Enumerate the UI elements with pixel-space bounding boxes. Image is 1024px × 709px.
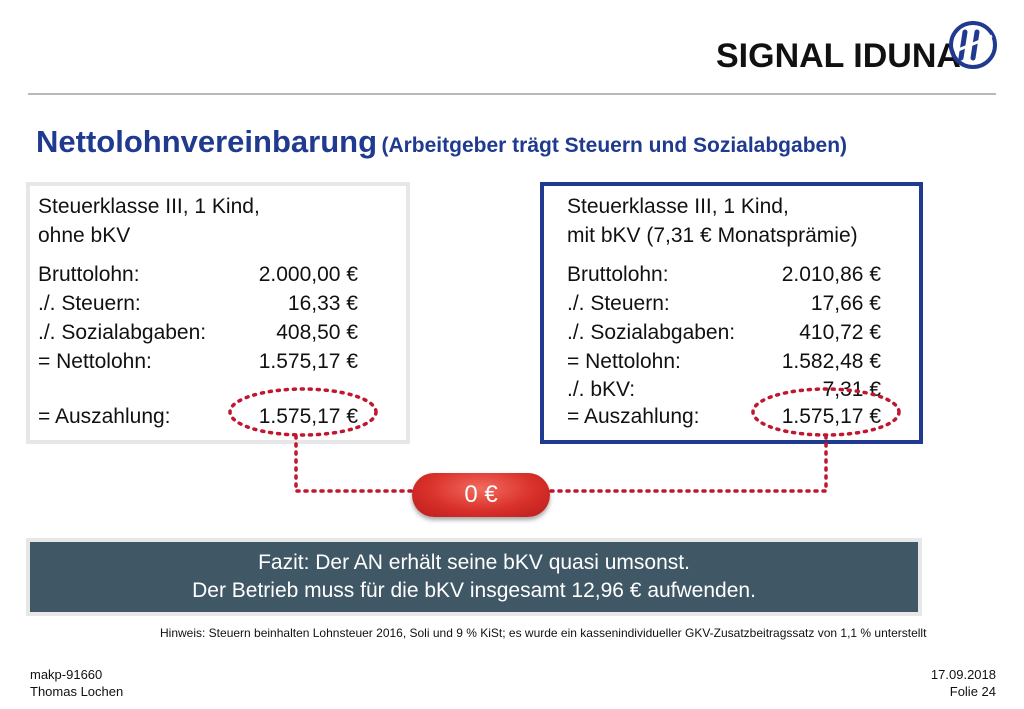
right-row-label: = Nettolohn: <box>567 350 681 373</box>
right-card-heading-1: Steuerklasse III, 1 Kind, <box>567 195 789 218</box>
left-row-label: Bruttolohn: <box>38 263 140 286</box>
right-row-value: 410,72 € <box>799 321 881 344</box>
title-subtitle: (Arbeitgeber trägt Steuern und Sozialabg… <box>381 134 848 157</box>
footer-code: makp-91660 <box>30 667 103 682</box>
right-row-value: 7,31 € <box>822 378 881 401</box>
right-row-value: 1.582,48 € <box>781 350 881 373</box>
page-title: Nettolohnvereinbarung (Arbeitgeber trägt… <box>36 122 847 168</box>
card-without-bkv: Steuerklasse III, 1 Kind, ohne bKV Brutt… <box>26 182 410 444</box>
right-row-label: Bruttolohn: <box>567 263 669 286</box>
right-row-label: ./. Sozialabgaben: <box>567 321 736 344</box>
left-connector-line <box>294 434 414 493</box>
conclusion-line-1: Fazit: Der AN erhält seine bKV quasi ums… <box>258 551 690 574</box>
signal-iduna-logo-icon <box>949 21 997 69</box>
conclusion-line-2: Der Betrieb muss für die bKV insgesamt 1… <box>192 579 756 602</box>
left-card-heading-2: ohne bKV <box>38 224 131 247</box>
footer-slide-number: Folie 24 <box>949 684 996 699</box>
title-main: Nettolohnvereinbarung <box>36 124 378 159</box>
right-row-value: 2.010,86 € <box>781 263 881 286</box>
logo-wordmark: SIGNAL IDUNA <box>716 37 961 75</box>
left-row-value: 408,50 € <box>276 321 358 344</box>
left-row-value: 1.575,17 € <box>258 350 358 373</box>
right-card-heading-2: mit bKV (7,31 € Monatsprämie) <box>567 224 858 247</box>
left-row-value: 16,33 € <box>287 292 358 315</box>
footnote: Hinweis: Steuern beinhalten Lohnsteuer 2… <box>160 626 927 640</box>
footer-author: Thomas Lochen <box>30 684 124 699</box>
conclusion-box: Fazit: Der AN erhält seine bKV quasi ums… <box>26 538 922 616</box>
right-row-label: ./. Steuern: <box>567 292 670 315</box>
card-with-bkv: Steuerklasse III, 1 Kind, mit bKV (7,31 … <box>540 182 923 444</box>
footer-date: 17.09.2018 <box>930 667 996 682</box>
left-payout-label: = Auszahlung: <box>38 405 171 428</box>
left-payout-value: 1.575,17 € <box>258 405 358 428</box>
difference-badge: 0 € <box>412 473 550 517</box>
left-card-heading-1: Steuerklasse III, 1 Kind, <box>38 195 260 218</box>
right-payout-label: = Auszahlung: <box>567 405 700 428</box>
right-row-label: ./. bKV: <box>567 378 636 401</box>
left-row-label: ./. Steuern: <box>38 292 141 315</box>
left-row-label: = Nettolohn: <box>38 350 152 373</box>
right-payout-value: 1.575,17 € <box>781 405 881 428</box>
left-row-label: ./. Sozialabgaben: <box>38 321 207 344</box>
right-row-value: 17,66 € <box>810 292 881 315</box>
left-row-value: 2.000,00 € <box>258 263 358 286</box>
right-connector-line <box>548 434 828 493</box>
header-divider <box>28 93 996 95</box>
